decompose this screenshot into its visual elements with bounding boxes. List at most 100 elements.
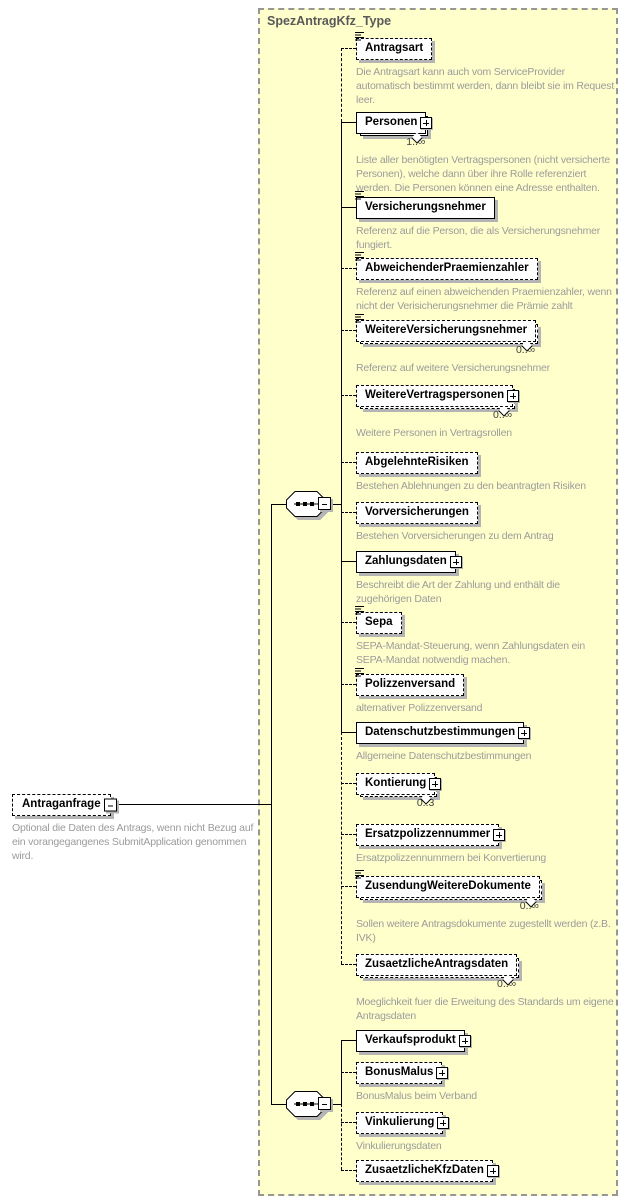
element-box[interactable]: Vinkulierung: [356, 1112, 450, 1134]
expand-icon[interactable]: [420, 117, 433, 129]
element-name: Antragsart: [365, 42, 424, 54]
element-zahlungsdaten[interactable]: Zahlungsdaten: [356, 551, 462, 573]
collapse-icon[interactable]: [103, 798, 117, 812]
element-name: Versicherungsnehmer: [365, 201, 486, 213]
expand-icon[interactable]: [507, 390, 520, 402]
element-name: Vorversicherungen: [365, 506, 469, 518]
element-description: Bestehen Ablehnungen zu den beantragten …: [356, 480, 586, 492]
element-description: Ersatzpolizzennummern bei Konvertierung: [356, 852, 547, 864]
element-box[interactable]: ZusendungWeitereDokumente: [355, 870, 542, 908]
connector-line: [331, 504, 341, 505]
element-box[interactable]: Vorversicherungen: [356, 502, 478, 524]
element-versicherungsnehmer[interactable]: Versicherungsnehmer: [355, 191, 495, 219]
element-box[interactable]: Personen: [356, 112, 433, 144]
element-box[interactable]: Polizzenversand: [355, 668, 465, 696]
element-antragsart[interactable]: Antragsart: [355, 32, 433, 60]
child-connector-line: [341, 732, 356, 733]
element-box[interactable]: Antraganfrage: [12, 794, 117, 816]
element-box[interactable]: Ersatzpolizzennummer: [356, 824, 506, 846]
occurrence-label: 0..∞: [356, 978, 517, 990]
element-bonusmalus[interactable]: BonusMalus: [356, 1062, 449, 1084]
expand-icon[interactable]: [458, 1035, 471, 1047]
element-box[interactable]: AbweichenderPraemienzahler: [355, 252, 538, 280]
sequence-compositor[interactable]: [286, 491, 331, 522]
element-name: Datenschutzbestimmungen: [365, 726, 516, 738]
connector-line: [271, 1104, 286, 1105]
element-box[interactable]: Versicherungsnehmer: [355, 191, 495, 219]
element-description: Sollen weitere Antragsdokumente zugestel…: [356, 918, 611, 944]
element-polizzenversand[interactable]: Polizzenversand: [355, 668, 465, 696]
element-abweichenderpraemienzahler[interactable]: AbweichenderPraemienzahler: [355, 252, 538, 280]
child-connector-line: [341, 783, 356, 784]
text-content-icon: [355, 605, 365, 616]
element-vorversicherungen[interactable]: Vorversicherungen: [356, 502, 478, 524]
child-connector-line: [341, 512, 356, 513]
children-trunk-line: [341, 122, 342, 732]
element-zusendungweiteredokumente[interactable]: ZusendungWeitereDokumente 0..∞: [355, 870, 542, 912]
children-trunk-line: [341, 732, 342, 964]
child-connector-line: [341, 462, 356, 463]
element-personen[interactable]: Personen 1..∞: [356, 112, 433, 148]
element-ersatzpolizzennummer[interactable]: Ersatzpolizzennummer: [356, 824, 506, 846]
root-connector-line: [112, 804, 271, 805]
element-sepa[interactable]: Sepa: [355, 606, 402, 634]
element-box[interactable]: Datenschutzbestimmungen: [356, 722, 531, 744]
element-description: Allgemeine Datenschutzbestimmungen: [356, 750, 532, 762]
element-name: Sepa: [365, 616, 393, 628]
element-description: BonusMalus beim Verband: [356, 1090, 477, 1102]
expand-icon[interactable]: [437, 1117, 450, 1129]
element-box[interactable]: Antragsart: [355, 32, 433, 60]
element-kontierung[interactable]: Kontierung 0..3: [356, 773, 442, 809]
element-box[interactable]: WeitereVertragspersonen: [356, 385, 520, 417]
element-weiterevertragspersonen[interactable]: WeitereVertragspersonen 0..∞: [356, 385, 520, 421]
element-description: Referenz auf weitere Versicherungsnehmer: [356, 362, 550, 374]
element-box[interactable]: BonusMalus: [356, 1062, 449, 1084]
element-name: BonusMalus: [365, 1066, 434, 1078]
element-name: Vinkulierung: [365, 1116, 435, 1128]
occurrence-label: 0..∞: [356, 900, 540, 912]
element-box[interactable]: AbgelehnteRisiken: [356, 452, 478, 474]
element-box[interactable]: Sepa: [355, 606, 402, 634]
element-box[interactable]: ZusaetzlicheKfzDaten: [356, 1160, 499, 1182]
text-content-icon: [355, 313, 365, 324]
child-connector-line: [341, 964, 356, 965]
collapse-icon[interactable]: [318, 497, 331, 510]
expand-icon[interactable]: [493, 829, 506, 841]
element-name: ZusaetzlicheKfzDaten: [365, 1164, 484, 1176]
element-description: Liste aller benötigten Vertragspersonen …: [356, 154, 610, 194]
expand-icon[interactable]: [429, 778, 442, 790]
element-box[interactable]: Kontierung: [356, 773, 442, 805]
element-box[interactable]: ZusaetzlicheAntragsdaten: [356, 954, 520, 986]
element-box[interactable]: WeitereVersicherungsnehmer: [355, 314, 539, 352]
element-abgelehnterisiken[interactable]: AbgelehnteRisiken: [356, 452, 478, 474]
element-name: WeitereVertragspersonen: [365, 389, 505, 401]
element-antraganfrage[interactable]: Antraganfrage: [12, 794, 117, 816]
child-connector-line: [341, 834, 356, 835]
element-zusaetzlicheantragsdaten[interactable]: ZusaetzlicheAntragsdaten 0..∞: [356, 954, 520, 990]
element-vinkulierung[interactable]: Vinkulierung: [356, 1112, 450, 1134]
element-description: Moeglichkeit fuer die Erweitung des Stan…: [356, 996, 614, 1022]
element-verkaufsprodukt[interactable]: Verkaufsprodukt: [356, 1030, 471, 1052]
element-name: Verkaufsprodukt: [365, 1034, 456, 1046]
child-connector-line: [341, 684, 356, 685]
expand-icon[interactable]: [486, 1165, 499, 1177]
element-zusaetzlichekfzdaten[interactable]: ZusaetzlicheKfzDaten: [356, 1160, 499, 1182]
element-description: SEPA-Mandat-Steuerung, wenn Zahlungsdate…: [356, 640, 585, 666]
expand-icon[interactable]: [518, 727, 531, 739]
element-box[interactable]: Verkaufsprodukt: [356, 1030, 471, 1052]
collapse-icon[interactable]: [318, 1097, 331, 1110]
connector-line: [331, 1104, 341, 1105]
expand-icon[interactable]: [436, 1067, 449, 1079]
occurrence-label: 0..∞: [356, 344, 536, 356]
element-name: Kontierung: [365, 777, 427, 789]
element-box[interactable]: Zahlungsdaten: [356, 551, 462, 573]
element-weitereversicherungsnehmer[interactable]: WeitereVersicherungsnehmer 0..∞: [355, 314, 539, 356]
expand-icon[interactable]: [449, 556, 462, 568]
child-connector-line: [341, 886, 356, 887]
element-datenschutzbestimmungen[interactable]: Datenschutzbestimmungen: [356, 722, 531, 744]
text-content-icon: [355, 667, 365, 678]
child-connector-line: [341, 122, 356, 123]
element-name: Ersatzpolizzennummer: [365, 828, 491, 840]
sequence-compositor[interactable]: [286, 1091, 331, 1122]
occurrence-label: 0..∞: [356, 409, 513, 421]
